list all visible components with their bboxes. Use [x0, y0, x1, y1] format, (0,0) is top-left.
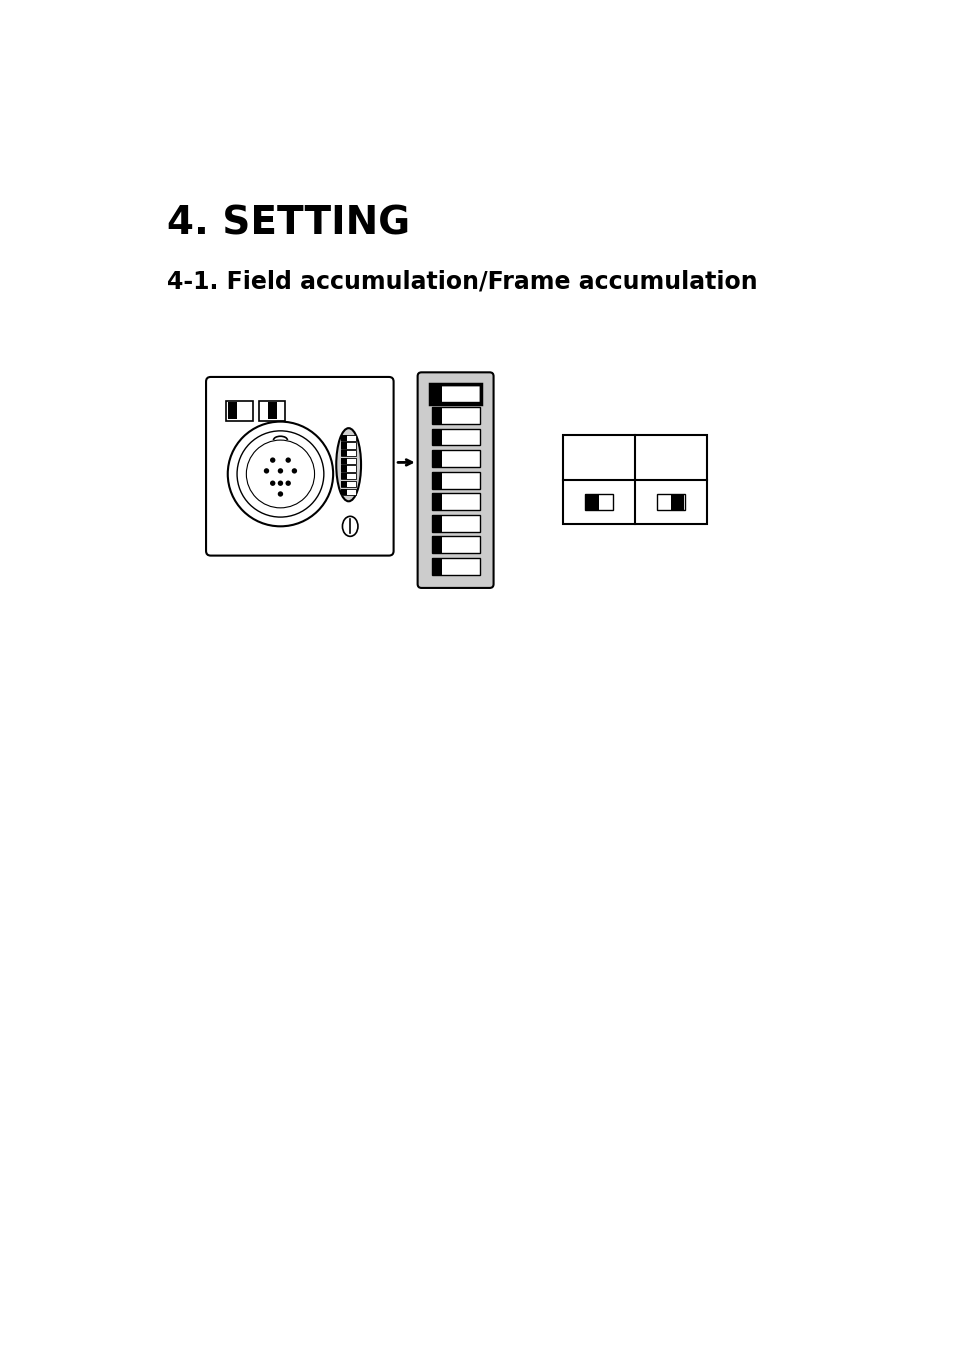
Circle shape — [264, 469, 269, 474]
Bar — [341, 435, 355, 440]
Circle shape — [228, 422, 333, 527]
Ellipse shape — [335, 428, 360, 501]
Bar — [341, 458, 347, 463]
Bar — [584, 494, 613, 509]
Bar — [562, 435, 706, 524]
Bar — [431, 428, 479, 446]
Bar — [431, 450, 441, 467]
Text: 4. SETTING: 4. SETTING — [167, 204, 410, 242]
Bar — [431, 515, 441, 532]
Bar — [584, 494, 598, 509]
Bar — [228, 403, 236, 419]
Bar — [431, 407, 479, 424]
Bar — [268, 403, 277, 419]
Bar — [341, 466, 355, 471]
Circle shape — [270, 458, 275, 463]
Bar — [670, 494, 683, 509]
Circle shape — [246, 440, 314, 508]
Circle shape — [285, 458, 291, 463]
Circle shape — [277, 481, 283, 486]
Ellipse shape — [342, 516, 357, 536]
Bar — [430, 384, 480, 404]
Bar — [341, 458, 355, 463]
Bar — [431, 558, 441, 574]
Circle shape — [292, 469, 296, 474]
Bar — [431, 428, 441, 446]
Bar — [226, 401, 253, 422]
FancyBboxPatch shape — [206, 377, 394, 555]
Bar — [341, 450, 355, 457]
Circle shape — [277, 469, 283, 474]
Bar — [341, 442, 355, 449]
Bar — [341, 489, 355, 494]
Bar — [258, 401, 285, 422]
Bar — [431, 558, 479, 574]
Circle shape — [236, 431, 323, 517]
Bar — [657, 494, 684, 509]
Bar — [341, 489, 347, 494]
Bar — [341, 442, 347, 449]
Bar — [341, 481, 347, 488]
Bar — [431, 385, 479, 403]
Bar — [341, 481, 355, 488]
Bar — [431, 536, 479, 554]
Bar — [431, 471, 479, 489]
Bar — [431, 493, 479, 511]
FancyBboxPatch shape — [417, 373, 493, 588]
Bar — [341, 435, 347, 440]
Text: 4-1. Field accumulation/Frame accumulation: 4-1. Field accumulation/Frame accumulati… — [167, 270, 757, 295]
Circle shape — [285, 481, 291, 486]
Circle shape — [270, 481, 275, 486]
Bar — [431, 407, 441, 424]
Bar — [431, 450, 479, 467]
Bar — [431, 536, 441, 554]
Bar — [341, 466, 347, 471]
Bar — [431, 515, 479, 532]
Bar — [341, 473, 347, 480]
Bar — [341, 450, 347, 457]
Circle shape — [277, 492, 283, 497]
Bar — [431, 471, 441, 489]
Bar — [431, 385, 441, 403]
Bar — [431, 493, 441, 511]
Bar — [341, 473, 355, 480]
